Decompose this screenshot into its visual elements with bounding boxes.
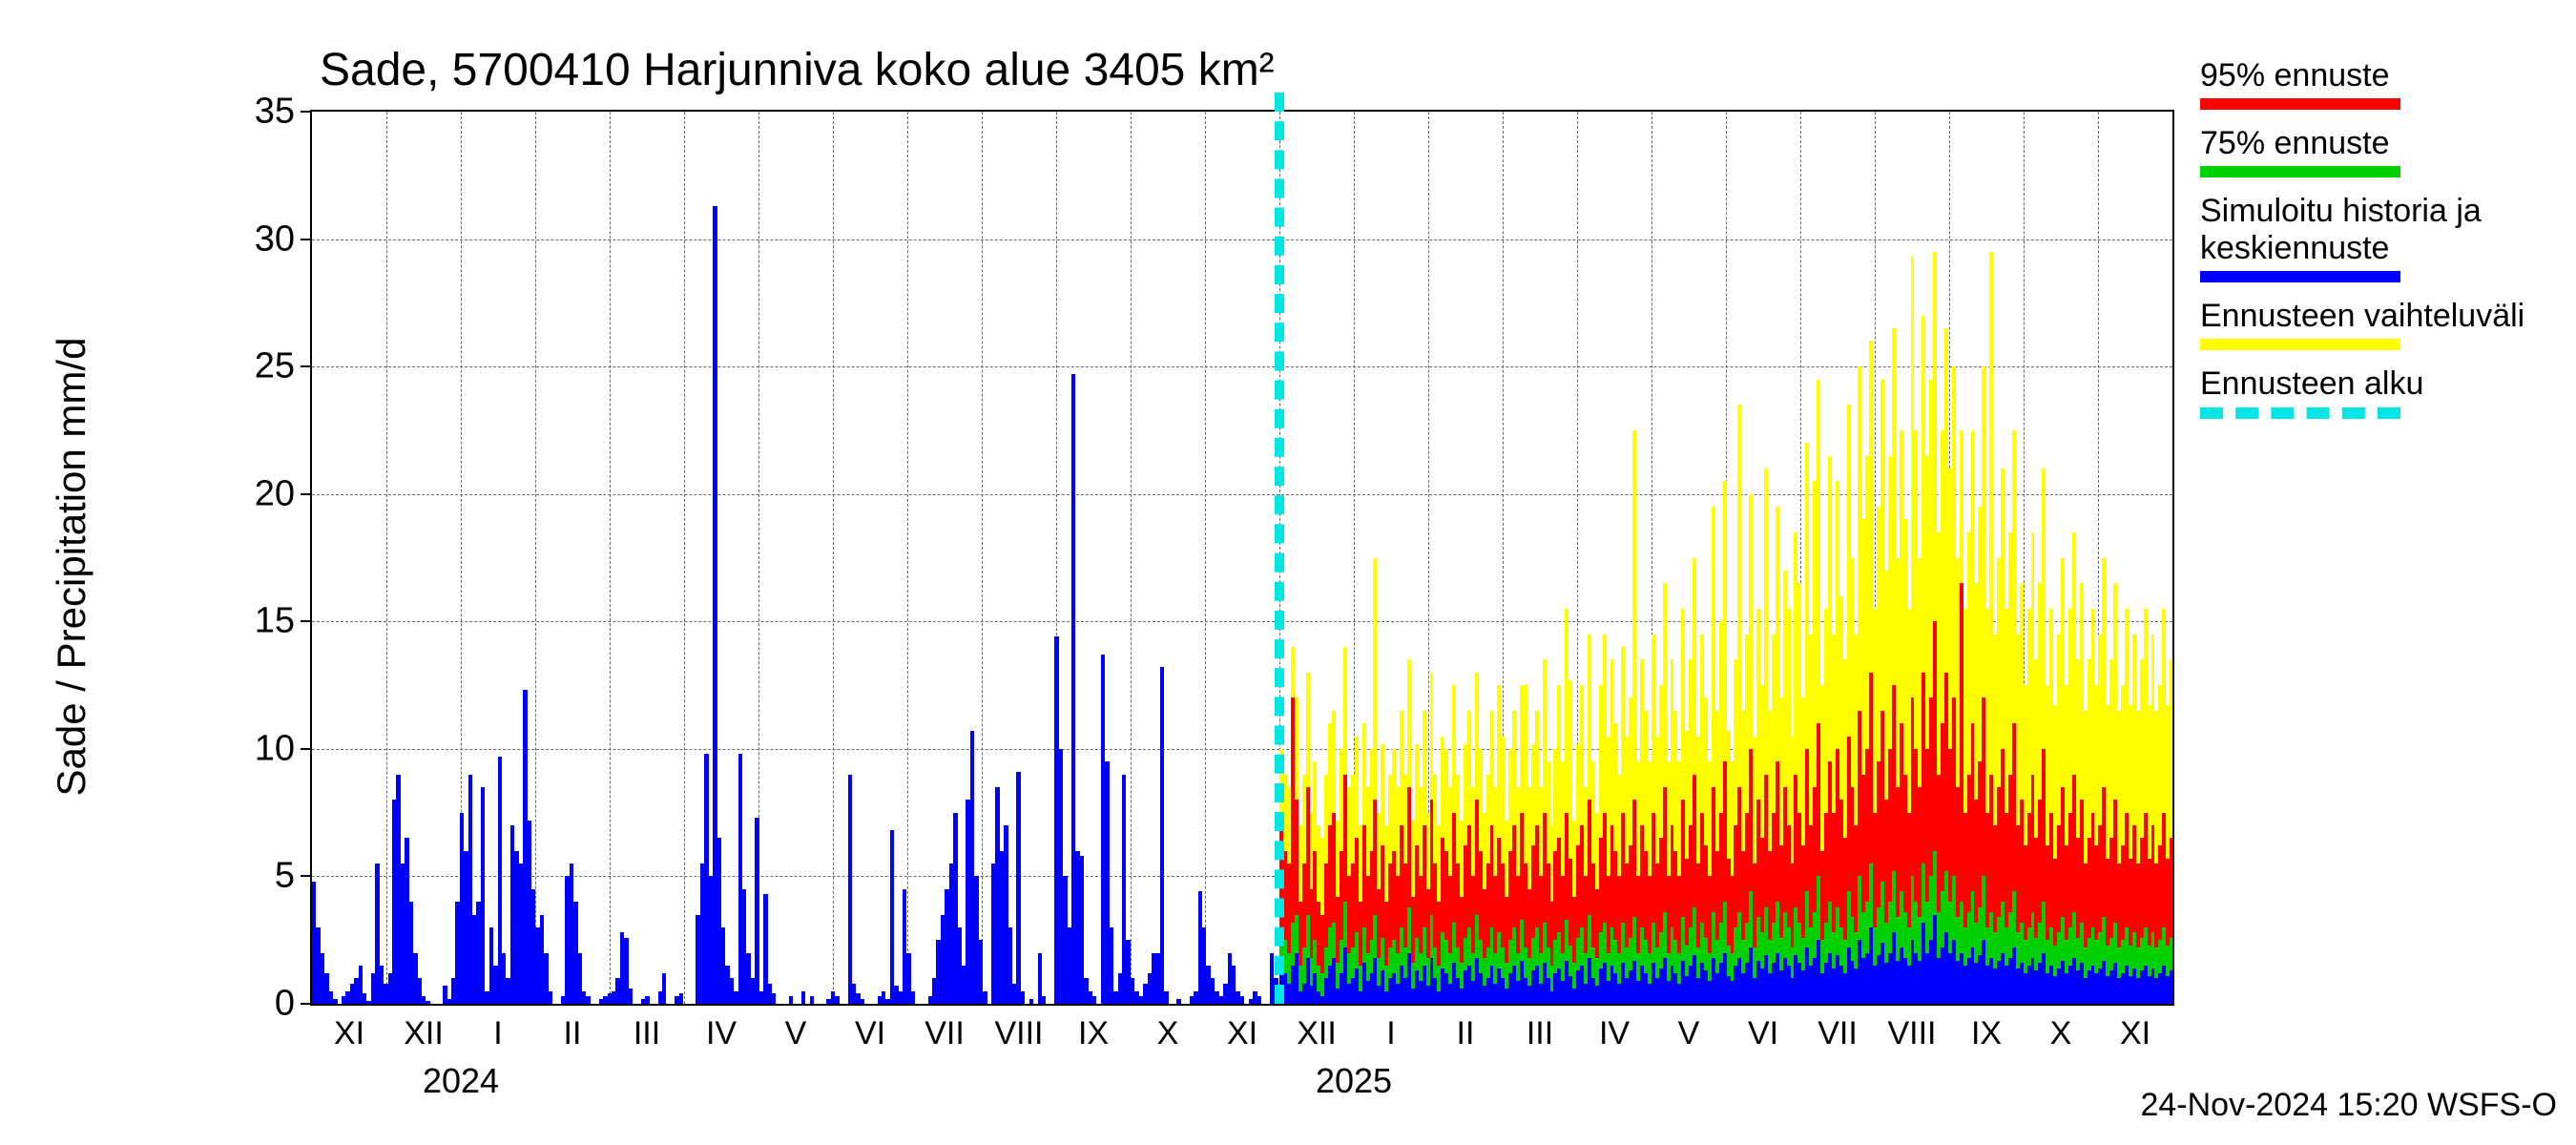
chart-container: Sade, 5700410 Harjunniva koko alue 3405 … bbox=[0, 0, 2576, 1145]
y-tick-mark bbox=[301, 111, 312, 113]
legend-item: 95% ennuste bbox=[2200, 57, 2524, 110]
bar bbox=[2170, 970, 2172, 1004]
x-tick-label: VI bbox=[855, 1004, 885, 1052]
y-tick-mark bbox=[301, 239, 312, 240]
x-tick-label: X bbox=[1157, 1004, 1179, 1052]
bar bbox=[1042, 996, 1046, 1004]
legend-item: Ennusteen vaihteluväli bbox=[2200, 298, 2524, 350]
x-tick-label: V bbox=[785, 1004, 807, 1052]
y-tick-mark bbox=[301, 620, 312, 622]
x-year-label: 2024 bbox=[423, 1004, 499, 1101]
legend-label: Simuloitu historia ja keskiennuste bbox=[2200, 193, 2524, 267]
legend-item: Ennusteen alku bbox=[2200, 365, 2524, 418]
bar bbox=[835, 996, 839, 1004]
forecast-start-line bbox=[1275, 93, 1284, 1004]
legend-swatch bbox=[2200, 407, 2400, 419]
x-tick-label: VIII bbox=[994, 1004, 1043, 1052]
y-tick-mark bbox=[301, 365, 312, 367]
x-tick-label: III bbox=[1527, 1004, 1553, 1052]
bar bbox=[789, 996, 793, 1004]
legend-label: 75% ennuste bbox=[2200, 125, 2524, 162]
x-tick-label: VI bbox=[1748, 1004, 1778, 1052]
bar bbox=[983, 991, 987, 1004]
chart-title: Sade, 5700410 Harjunniva koko alue 3405 … bbox=[320, 44, 1275, 96]
bar bbox=[1240, 996, 1244, 1004]
bar bbox=[549, 991, 552, 1004]
x-tick-label: VIII bbox=[1887, 1004, 1936, 1052]
x-year-label: 2025 bbox=[1316, 1004, 1392, 1101]
legend-swatch bbox=[2200, 98, 2400, 110]
legend-item: 75% ennuste bbox=[2200, 125, 2524, 177]
bar bbox=[848, 775, 852, 1004]
bar bbox=[911, 991, 915, 1004]
bar bbox=[810, 996, 814, 1004]
y-tick-mark bbox=[301, 493, 312, 495]
legend-swatch bbox=[2200, 271, 2400, 282]
bar bbox=[1160, 667, 1164, 1004]
legend: 95% ennuste 75% ennuste Simuloitu historia… bbox=[2200, 57, 2524, 434]
x-tick-label: II bbox=[564, 1004, 582, 1052]
timestamp-label: 24-Nov-2024 15:20 WSFS-O bbox=[2140, 1087, 2557, 1124]
x-tick-label: XI bbox=[2120, 1004, 2150, 1052]
x-tick-label: VII bbox=[1818, 1004, 1858, 1052]
bar bbox=[1016, 772, 1020, 1004]
bar bbox=[629, 989, 633, 1004]
bar bbox=[801, 991, 805, 1004]
bar bbox=[679, 993, 683, 1004]
y-axis-title: Sade / Precipitation mm/d bbox=[49, 281, 94, 853]
bar bbox=[662, 973, 666, 1004]
bar bbox=[1176, 999, 1180, 1004]
bar-series bbox=[312, 112, 1279, 1004]
legend-item: Simuloitu historia ja keskiennuste bbox=[2200, 193, 2524, 282]
bar bbox=[426, 1001, 429, 1004]
x-tick-label: IV bbox=[706, 1004, 737, 1052]
x-tick-label: V bbox=[1678, 1004, 1700, 1052]
bar bbox=[772, 993, 776, 1004]
bar-series bbox=[1279, 112, 2172, 1004]
bar bbox=[645, 996, 649, 1004]
plot-area: 05101520253035XIXIIIIIIIIIVVVIVIIVIIIIXX… bbox=[310, 110, 2174, 1006]
x-tick-label: II bbox=[1457, 1004, 1475, 1052]
bar bbox=[861, 999, 864, 1004]
legend-label: Ennusteen alku bbox=[2200, 365, 2524, 403]
x-tick-label: IX bbox=[1078, 1004, 1109, 1052]
x-tick-label: IX bbox=[1971, 1004, 2002, 1052]
bar bbox=[1029, 999, 1033, 1004]
bar bbox=[1257, 996, 1261, 1004]
bar bbox=[890, 830, 894, 1004]
bar bbox=[1092, 996, 1096, 1004]
bar bbox=[1021, 991, 1025, 1004]
bar bbox=[586, 996, 590, 1004]
legend-swatch bbox=[2200, 339, 2400, 350]
x-tick-label: IV bbox=[1599, 1004, 1630, 1052]
y-tick-mark bbox=[301, 875, 312, 877]
x-tick-label: X bbox=[2050, 1004, 2072, 1052]
legend-label: Ennusteen vaihteluväli bbox=[2200, 298, 2524, 335]
bar bbox=[755, 818, 758, 1004]
legend-label: 95% ennuste bbox=[2200, 57, 2524, 94]
x-tick-label: XI bbox=[334, 1004, 364, 1052]
bar bbox=[333, 999, 337, 1004]
bar bbox=[481, 787, 485, 1004]
y-tick-mark bbox=[301, 748, 312, 750]
x-tick-label: XI bbox=[1227, 1004, 1257, 1052]
y-tick-mark bbox=[301, 1003, 312, 1005]
x-tick-label: VII bbox=[924, 1004, 965, 1052]
x-tick-label: III bbox=[634, 1004, 660, 1052]
bar bbox=[1164, 991, 1168, 1004]
legend-swatch bbox=[2200, 166, 2400, 177]
